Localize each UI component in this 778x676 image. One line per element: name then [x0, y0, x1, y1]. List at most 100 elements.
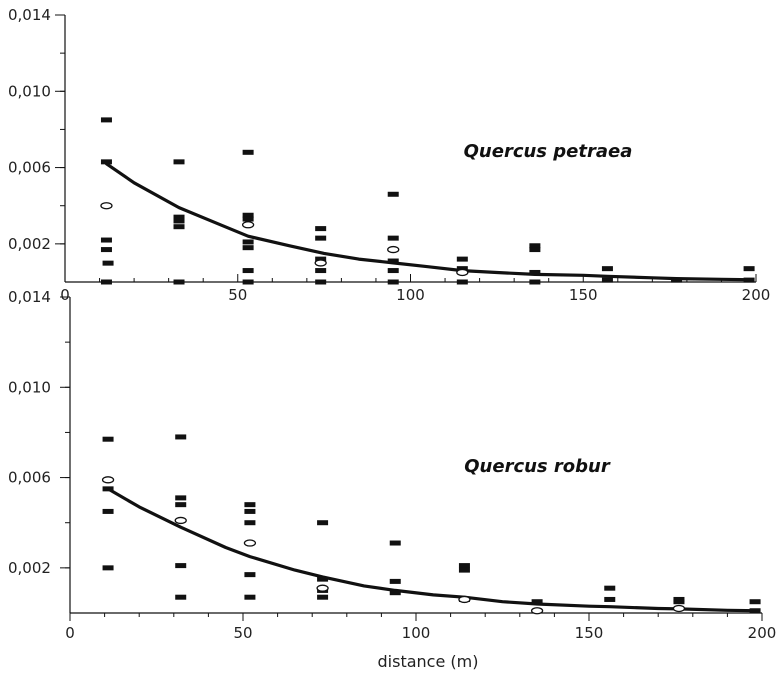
x-tick-label: 100: [396, 286, 425, 304]
data-point-dash: [242, 216, 254, 222]
data-point-dash: [315, 268, 327, 274]
data-point-dash: [671, 277, 683, 283]
x-tick-label: 50: [233, 624, 252, 642]
data-point-circle: [314, 259, 327, 267]
data-point-dash: [387, 235, 399, 241]
data-point-circle: [101, 476, 115, 484]
data-point-dash: [173, 159, 185, 165]
data-point-dash: [242, 268, 254, 274]
data-point-dash: [743, 266, 755, 272]
data-point-dash: [315, 279, 327, 285]
data-point-dash: [456, 256, 468, 262]
fit-curve: [104, 162, 751, 282]
data-point-dash: [458, 567, 470, 573]
y-tick-label: 0,014: [8, 6, 51, 24]
data-point-dash: [604, 585, 616, 591]
data-point-circle: [243, 539, 257, 547]
chart-title: Quercus petraea: [464, 141, 633, 162]
data-point-dash: [242, 245, 254, 251]
x-tick-label: 0: [60, 286, 70, 304]
data-point-dash: [387, 268, 399, 274]
data-point-dash: [529, 243, 541, 249]
data-point-circle: [456, 268, 469, 277]
data-point-dash: [315, 226, 327, 232]
data-point-circle: [672, 604, 686, 613]
data-point-dash: [601, 277, 613, 283]
x-tick-label: 100: [402, 624, 431, 642]
data-point-dash: [102, 260, 114, 266]
data-point-dash: [100, 279, 112, 285]
data-point-dash: [389, 540, 401, 546]
data-point-dash: [387, 279, 399, 285]
y-tick-label: 0,010: [8, 378, 51, 396]
x-axis-title: distance (m): [378, 652, 479, 671]
data-point-dash: [100, 237, 112, 243]
data-point-dash: [317, 576, 329, 582]
data-point-dash: [317, 594, 329, 600]
data-point-dash: [175, 434, 187, 440]
data-point-dash: [317, 520, 329, 526]
data-point-dash: [389, 590, 401, 596]
data-point-dash: [673, 599, 685, 605]
chart-title: Quercus robur: [464, 456, 611, 477]
data-point-dash: [242, 149, 254, 155]
data-point-dash: [387, 191, 399, 197]
panel-quercus-petraea: 0,002 0,006 0,010 0,014 0 50 100 150 200 Quercus …: [8, 6, 770, 304]
x-tick-label: 0: [65, 624, 75, 642]
data-point-dash: [529, 279, 541, 285]
data-point-dash: [175, 594, 187, 600]
fit-curve: [106, 487, 757, 613]
data-point-dash: [242, 239, 254, 245]
data-point-dash: [100, 159, 112, 165]
data-point-circle: [387, 245, 400, 254]
x-tick-label: 150: [575, 624, 604, 642]
data-point-dash: [743, 277, 755, 283]
x-tick-label: 200: [742, 286, 771, 304]
data-point-dash: [749, 599, 761, 605]
data-point-dash: [173, 218, 185, 224]
data-point-dash: [749, 608, 761, 614]
data-point-dash: [175, 502, 187, 508]
y-tick-label: 0,010: [8, 82, 51, 100]
data-point-dash: [244, 572, 256, 578]
x-tick-label: 50: [228, 286, 247, 304]
data-point-dash: [458, 563, 470, 569]
data-point-dash: [242, 212, 254, 218]
data-point-dash: [173, 279, 185, 285]
data-point-dash: [102, 565, 114, 571]
data-point-dash: [102, 486, 114, 492]
data-point-circle: [174, 516, 187, 525]
y-tick-label: 0,002: [8, 559, 51, 577]
data-point-dash: [456, 266, 468, 272]
data-point-dash: [604, 596, 616, 602]
data-point-circle: [316, 584, 329, 592]
data-point-dash: [529, 269, 541, 275]
data-point-dash: [100, 247, 112, 253]
data-point-dash: [315, 256, 327, 262]
data-point-dash: [531, 599, 543, 605]
data-point-dash: [100, 117, 112, 123]
data-point-dash: [244, 594, 256, 600]
data-point-dash: [102, 436, 114, 442]
data-point-dash: [244, 520, 256, 526]
x-tick-label: 200: [748, 624, 777, 642]
data-point-circle: [530, 607, 544, 615]
y-tick-label: 0,006: [8, 469, 51, 487]
data-point-dash: [529, 247, 541, 253]
data-point-dash: [389, 578, 401, 584]
data-point-dash: [173, 214, 185, 220]
data-point-circle: [241, 221, 255, 229]
data-point-dash: [102, 508, 114, 514]
data-point-dash: [244, 508, 256, 514]
data-point-dash: [601, 266, 613, 272]
data-point-circle: [458, 595, 471, 604]
data-point-dash: [175, 563, 187, 569]
data-point-dash: [242, 279, 254, 285]
data-point-dash: [456, 279, 468, 285]
y-tick-label: 0,002: [8, 235, 51, 253]
panel-quercus-robur: 0,002 0,006 0,010 0,014 0 50 100 150 200 Quercus …: [8, 260, 777, 642]
data-point-dash: [387, 258, 399, 264]
data-point-dash: [315, 235, 327, 241]
data-point-dash: [173, 224, 185, 230]
